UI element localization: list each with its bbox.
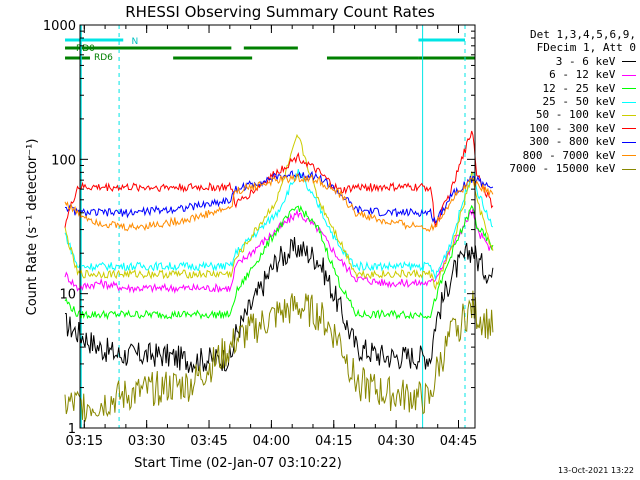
series-line-50-100-kev xyxy=(64,133,494,291)
legend-swatch xyxy=(622,101,636,103)
series-line-25-50-kev xyxy=(64,169,494,280)
series-line-6-12-kev xyxy=(64,208,494,295)
legend-entry: 12 - 25 keV xyxy=(484,82,636,95)
legend-entry: 50 - 100 keV xyxy=(484,108,636,121)
series-line-100-300-kev xyxy=(64,130,494,229)
series-line-300-800-kev xyxy=(64,170,494,224)
x-tick-label: 04:45 xyxy=(440,434,477,449)
flag-label-rd0: RD0 xyxy=(76,44,95,54)
y-axis-label: Count Rate (s⁻¹ detector⁻¹) xyxy=(25,139,40,316)
y-tick-label: 100 xyxy=(51,153,76,168)
x-tick-label: 04:00 xyxy=(253,434,290,449)
x-axis-label: Start Time (02-Jan-07 03:10:22) xyxy=(134,456,342,471)
legend: Det 1,3,4,5,6,9, FDecim 1, Att 0 3 - 6 k… xyxy=(484,28,636,175)
legend-entry: 6 - 12 keV xyxy=(484,68,636,81)
legend-entry: 800 - 7000 keV xyxy=(484,149,636,162)
legend-header-line-1: Det 1,3,4,5,6,9, xyxy=(530,28,636,41)
series-line-7000-15000-kev xyxy=(64,290,494,422)
legend-entry: 100 - 300 keV xyxy=(484,122,636,135)
legend-swatch xyxy=(622,155,636,157)
y-tick-label: 10 xyxy=(59,288,76,303)
legend-swatch xyxy=(622,74,636,76)
flag-label-rd6: RD6 xyxy=(94,53,113,63)
x-tick-label: 04:30 xyxy=(377,434,414,449)
flag-label-n: N xyxy=(132,37,139,47)
x-tick-label: 03:30 xyxy=(128,434,165,449)
legend-entry: 25 - 50 keV xyxy=(484,95,636,108)
y-tick-label: 1000 xyxy=(43,19,76,34)
legend-swatch xyxy=(622,88,636,90)
legend-swatch xyxy=(622,168,636,170)
legend-entry: 3 - 6 keV xyxy=(484,55,636,68)
series-line-800-7000-kev xyxy=(64,173,494,233)
legend-header-line-2: FDecim 1, Att 0 xyxy=(536,41,636,55)
series-line-12-25-kev xyxy=(64,204,494,321)
series-line-3-6-kev xyxy=(64,237,494,373)
x-tick-label: 03:15 xyxy=(66,434,103,449)
plot-frame xyxy=(79,24,476,429)
x-tick-label: 03:45 xyxy=(190,434,227,449)
x-tick-label: 04:15 xyxy=(315,434,352,449)
legend-swatch xyxy=(622,61,636,63)
legend-swatch xyxy=(622,141,636,143)
render-date-stamp: 13-Oct-2021 13:22 xyxy=(558,466,634,475)
legend-swatch xyxy=(622,128,636,130)
legend-swatch xyxy=(622,114,636,116)
y-tick-label: 1 xyxy=(68,422,76,437)
legend-entry: 7000 - 15000 keV xyxy=(484,162,636,175)
legend-entry: 300 - 800 keV xyxy=(484,135,636,148)
chart-title: RHESSI Observing Summary Count Rates xyxy=(125,3,435,21)
